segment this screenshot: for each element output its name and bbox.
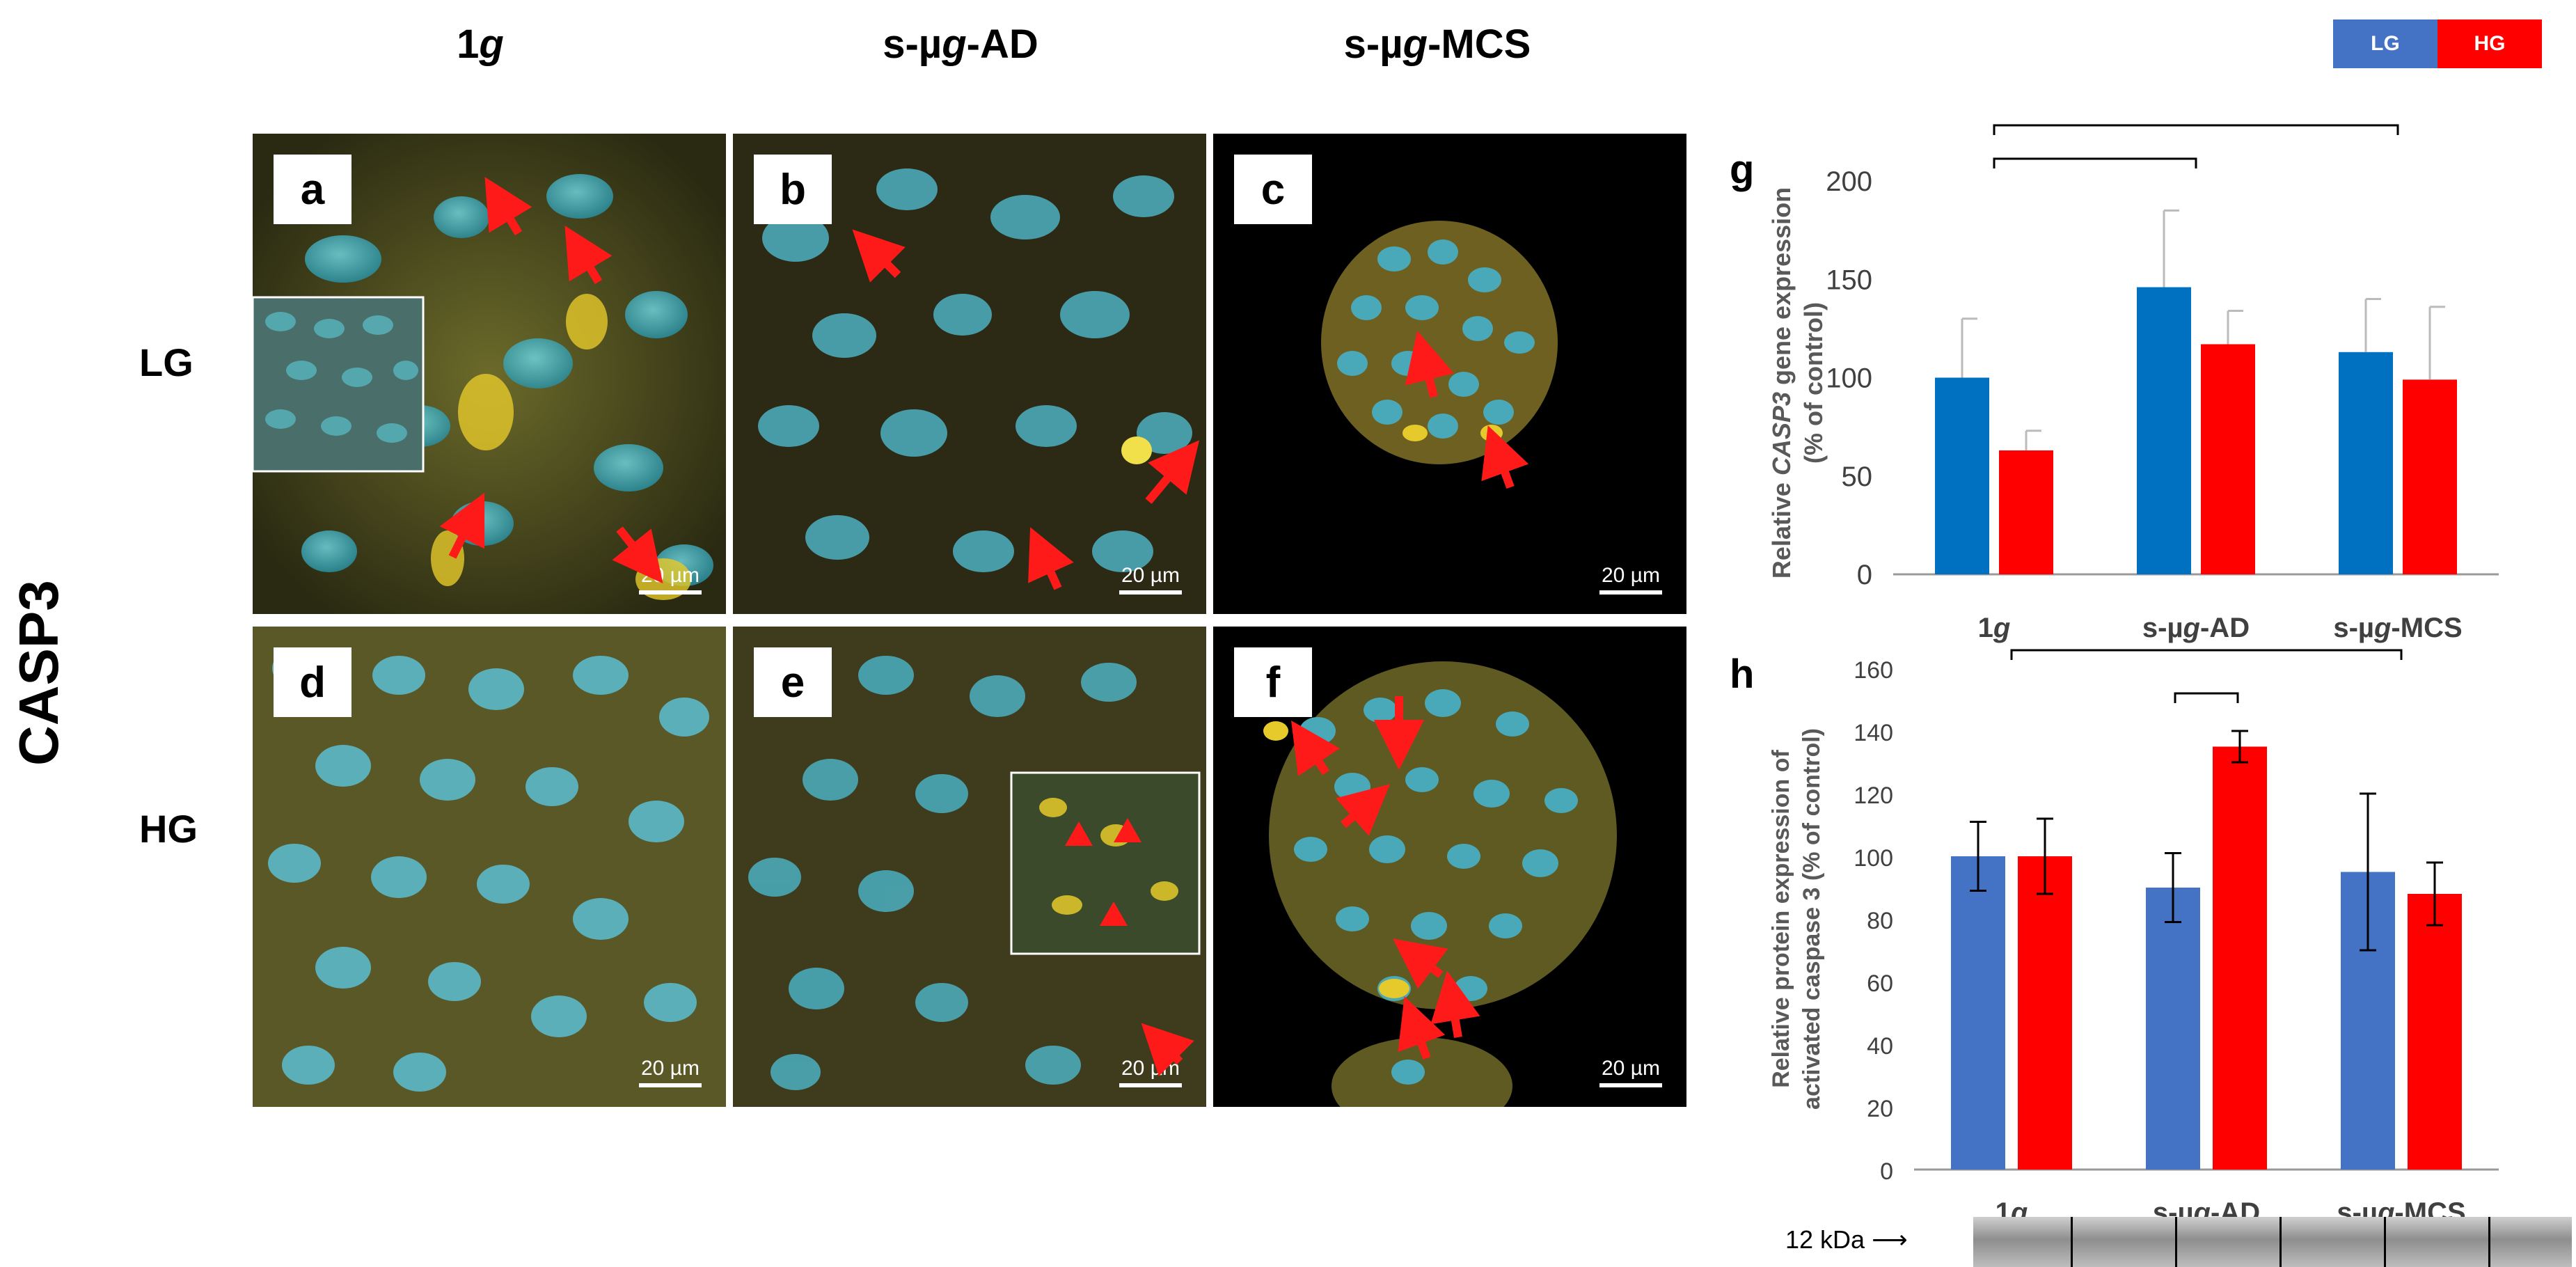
chart-g: 0 50 100 150 200 1g s-µg-AD s-µg-MCS Relative CA…: [1767, 124, 2499, 643]
y-tick-label: 120: [1854, 782, 1893, 809]
panel-letter-c: c: [1234, 155, 1312, 224]
y-tick-label: 160: [1854, 657, 1893, 684]
y-tick-label: 200: [1826, 166, 1872, 197]
scale-bar-f: 20 µm: [1599, 1057, 1662, 1087]
scale-bar-b: 20 µm: [1119, 564, 1182, 595]
bar-hg-0: [1999, 450, 2053, 574]
micrograph-a: a 20 µm: [253, 134, 726, 614]
bar-lg-0: [1935, 377, 1989, 574]
y-tick-label: 40: [1867, 1033, 1893, 1060]
panel-letter-a: a: [274, 155, 351, 224]
micrograph-e: e 20 µm: [733, 627, 1206, 1107]
column-header-mcs: s-µg-MCS: [1343, 22, 1531, 67]
bar-lg-1: [2146, 888, 2200, 1170]
y-tick-label: 20: [1867, 1096, 1893, 1122]
bar-hg-0: [2018, 856, 2072, 1170]
legend-lg: LG: [2333, 19, 2437, 68]
significance-bracket: [1993, 124, 2399, 135]
panel-letter-b: b: [754, 155, 832, 224]
y-tick-label: 0: [1857, 560, 1872, 590]
significance-bracket: [1993, 157, 2197, 168]
y-tick-label: 60: [1867, 970, 1893, 997]
x-category-label-0: 1g: [1978, 613, 2011, 643]
panel-letter-d: d: [274, 647, 351, 717]
y-tick-label: 140: [1854, 720, 1893, 746]
y-tick-label: 50: [1842, 462, 1873, 492]
scale-bar-e: 20 µm: [1119, 1057, 1182, 1087]
y-tick-label: 150: [1826, 265, 1872, 295]
panel-letter-f: f: [1234, 647, 1312, 717]
bar-lg-2: [2339, 352, 2393, 574]
y-axis-label-g: Relative CASP3 gene expression: [1767, 187, 1796, 579]
y-axis-label-h-line1: Relative protein expression of: [1768, 750, 1794, 1088]
kda-arrow-icon: ⟶: [1872, 1225, 1908, 1254]
significance-bracket: [2174, 692, 2239, 703]
significance-bracket: [2010, 649, 2403, 660]
micrograph-f: f 20 µm: [1213, 627, 1686, 1107]
row-label-hg: HG: [139, 807, 198, 851]
panel-letter-h: h: [1730, 652, 1755, 697]
y-tick-label: 100: [1854, 845, 1893, 872]
legend-hg: HG: [2437, 19, 2542, 68]
bar-hg-2: [2403, 379, 2457, 574]
scale-bar-c: 20 µm: [1599, 564, 1662, 595]
scale-bar-a: 20 µm: [639, 564, 702, 595]
y-tick-label: 80: [1867, 908, 1893, 934]
x-category-label-1: s-µg-AD: [2142, 613, 2250, 643]
bar-lg-1: [2137, 287, 2191, 574]
panel-letter-e: e: [754, 647, 832, 717]
column-header-ad: s-µg-AD: [883, 22, 1038, 67]
protein-label: CASP3: [8, 580, 70, 766]
row-label-lg: LG: [139, 340, 193, 384]
column-header-1g: 1g: [457, 22, 504, 67]
scale-bar-d: 20 µm: [639, 1057, 702, 1087]
y-axis-label-h-line2: activated caspase 3 (% of control): [1799, 728, 1825, 1110]
y-axis-label-g-line2: (% of control): [1799, 302, 1828, 464]
kda-marker: 12 kDa ⟶: [1785, 1225, 1908, 1254]
bar-hg-1: [2201, 344, 2255, 574]
bar-lg-0: [1951, 856, 2005, 1170]
panel-letter-g: g: [1730, 147, 1755, 192]
bar-hg-1: [2213, 746, 2267, 1170]
micrograph-c: c 20 µm: [1213, 134, 1686, 614]
y-tick-label: 0: [1880, 1158, 1893, 1185]
micrograph-f-image: [1213, 627, 1686, 1107]
x-category-label-2: s-µg-MCS: [2333, 613, 2462, 643]
y-tick-label: 100: [1826, 363, 1872, 394]
bar-hg-2: [2408, 894, 2462, 1170]
western-blot-strip: [1973, 1217, 2572, 1267]
micrograph-b: b 20 µm: [733, 134, 1206, 614]
micrograph-d: d 20 µm: [253, 627, 726, 1107]
